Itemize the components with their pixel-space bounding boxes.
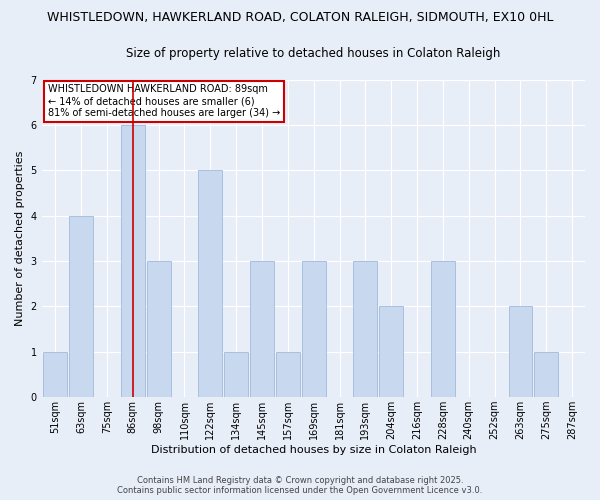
X-axis label: Distribution of detached houses by size in Colaton Raleigh: Distribution of detached houses by size …	[151, 445, 476, 455]
Bar	[353, 261, 377, 397]
Y-axis label: Number of detached properties: Number of detached properties	[15, 151, 25, 326]
Bar	[276, 352, 300, 397]
Bar	[250, 261, 274, 397]
Bar	[69, 216, 93, 397]
Text: WHISTLEDOWN HAWKERLAND ROAD: 89sqm
← 14% of detached houses are smaller (6)
81% : WHISTLEDOWN HAWKERLAND ROAD: 89sqm ← 14%…	[48, 84, 280, 117]
Bar	[199, 170, 222, 397]
Bar	[431, 261, 455, 397]
Bar	[535, 352, 558, 397]
Bar	[224, 352, 248, 397]
Bar	[43, 352, 67, 397]
Title: Size of property relative to detached houses in Colaton Raleigh: Size of property relative to detached ho…	[127, 48, 501, 60]
Bar	[147, 261, 170, 397]
Bar	[302, 261, 326, 397]
Text: WHISTLEDOWN, HAWKERLAND ROAD, COLATON RALEIGH, SIDMOUTH, EX10 0HL: WHISTLEDOWN, HAWKERLAND ROAD, COLATON RA…	[47, 11, 553, 24]
Bar	[121, 125, 145, 397]
Bar	[509, 306, 532, 397]
Bar	[379, 306, 403, 397]
Text: Contains HM Land Registry data © Crown copyright and database right 2025.
Contai: Contains HM Land Registry data © Crown c…	[118, 476, 482, 495]
